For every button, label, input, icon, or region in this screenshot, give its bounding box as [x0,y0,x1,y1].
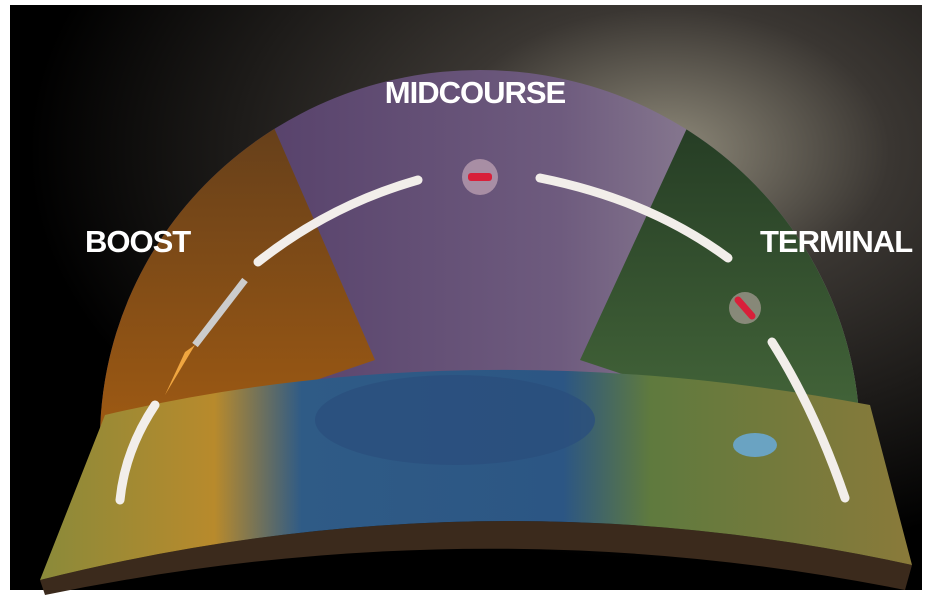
warhead [468,173,492,181]
diagram: BOOST MIDCOURSE TERMINAL [0,0,932,601]
sea [315,375,595,465]
lake [733,433,777,457]
midcourse-label: MIDCOURSE [385,75,566,110]
page: BOOST MIDCOURSE TERMINAL (() => { const … [0,0,932,601]
terminal-label: TERMINAL [760,224,912,259]
boost-label: BOOST [85,224,191,259]
